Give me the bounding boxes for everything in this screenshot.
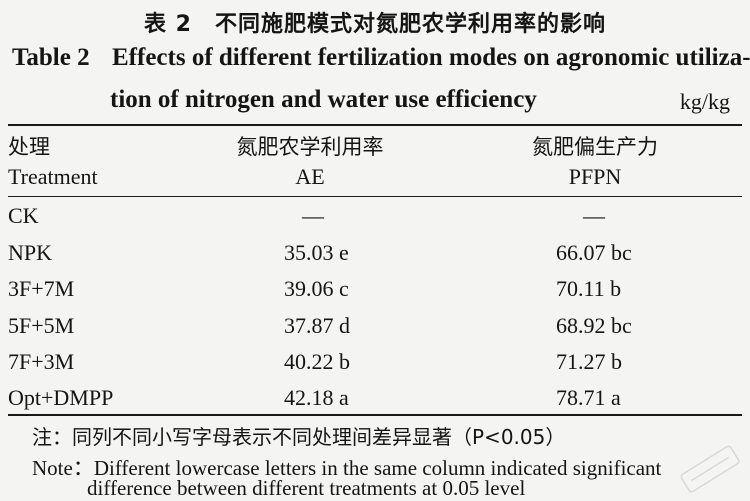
table-caption-en-line1: Table 2 Effects of different fertilizatio…: [12, 44, 750, 72]
cell-treatment: NPK: [8, 240, 53, 265]
table-row: NPK 35.03 e 66.07 bc: [0, 240, 750, 274]
cell-treatment: 3F+7M: [8, 276, 75, 301]
watermark-logo: [680, 445, 740, 493]
table-top-rule: [8, 124, 742, 126]
cell-pfpn: —: [583, 203, 605, 228]
cell-ae: 35.03 e: [284, 240, 349, 265]
header-ae-cn: 氮肥农学利用率: [236, 135, 384, 159]
header-ae-en: AE: [295, 164, 325, 189]
cell-ae: 42.18 a: [284, 385, 349, 410]
table-bottom-rule: [8, 414, 742, 416]
cell-treatment: 5F+5M: [8, 313, 75, 338]
cell-treatment: Opt+DMPP: [8, 385, 114, 410]
table-row: Opt+DMPP 42.18 a 78.71 a: [0, 385, 750, 419]
note-en-line2: difference between different treatments …: [87, 476, 526, 500]
table-row: 3F+7M 39.06 c 70.11 b: [0, 276, 750, 310]
cell-treatment: CK: [8, 203, 39, 228]
cell-pfpn: 71.27 b: [556, 349, 622, 374]
unit-label: kg/kg: [679, 89, 730, 114]
cell-ae: 39.06 c: [284, 276, 349, 301]
cell-ae: —: [302, 203, 324, 228]
header-pfpn-en: PFPN: [568, 164, 622, 189]
note-en-line1: Note：Different lowercase letters in the …: [32, 456, 662, 480]
table-caption-en-line2: tion of nitrogen and water use efficienc…: [110, 86, 537, 113]
table-caption-cn: 表 2 不同施肥模式对氮肥农学利用率的影响: [144, 12, 606, 37]
table-label: Table 2: [12, 44, 90, 71]
cell-pfpn: 68.92 bc: [556, 313, 632, 338]
header-pfpn-cn: 氮肥偏生产力: [532, 135, 658, 159]
cell-ae: 40.22 b: [284, 349, 350, 374]
table-header-rule: [8, 196, 742, 197]
cell-pfpn: 70.11 b: [556, 276, 622, 301]
header-treatment-cn: 处理: [8, 135, 50, 159]
header-treatment-en: Treatment: [8, 164, 98, 189]
table-caption-en-text1: Effects of different fertilization modes…: [112, 44, 750, 71]
cell-treatment: 7F+3M: [8, 349, 75, 374]
table-row: 7F+3M 40.22 b 71.27 b: [0, 349, 750, 383]
table-row: 5F+5M 37.87 d 68.92 bc: [0, 313, 750, 347]
cell-pfpn: 66.07 bc: [556, 240, 632, 265]
cell-pfpn: 78.71 a: [556, 385, 621, 410]
cell-ae: 37.87 d: [284, 313, 350, 338]
note-cn: 注：同列不同小写字母表示不同处理间差异显著（P<0.05）: [32, 425, 566, 449]
table-row: CK — —: [0, 203, 750, 237]
